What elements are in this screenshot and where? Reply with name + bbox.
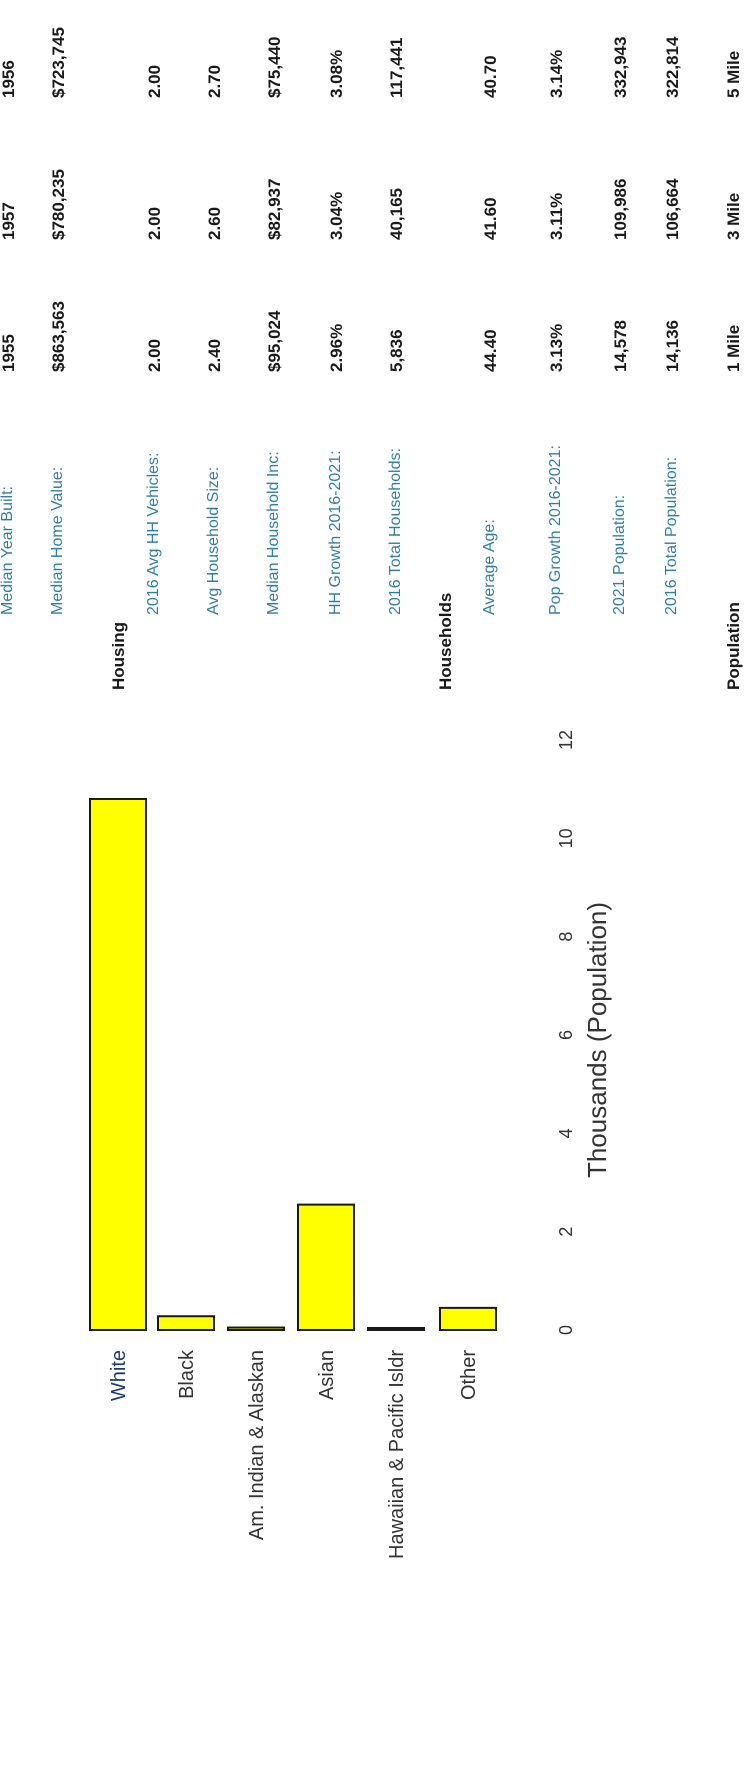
x-tick-label: 0 — [556, 1325, 576, 1335]
x-tick-label: 2 — [556, 1227, 576, 1237]
bar-black — [157, 1315, 215, 1331]
category-label: Asian — [316, 1350, 338, 1400]
x-tick-label: 6 — [556, 1030, 576, 1040]
category-label: Other — [458, 1350, 480, 1400]
x-tick-label: 4 — [556, 1128, 576, 1138]
bar-white — [89, 798, 147, 1331]
bar-hawaiian-pacific-isldr — [367, 1327, 425, 1331]
x-tick-label: 10 — [556, 828, 576, 848]
bar-other — [439, 1306, 497, 1331]
x-axis-title: Thousands (Population) — [582, 902, 612, 1178]
x-tick-label: 12 — [556, 730, 576, 750]
category-label: Am. Indian & Alaskan — [246, 1350, 268, 1540]
x-tick-label: 8 — [556, 932, 576, 942]
bar-am-indian-alaskan — [227, 1326, 285, 1331]
bar-asian — [297, 1203, 355, 1331]
category-label: Hawaiian & Pacific Isldr — [386, 1350, 408, 1559]
category-label: White — [108, 1350, 130, 1401]
category-label: Black — [176, 1349, 198, 1399]
